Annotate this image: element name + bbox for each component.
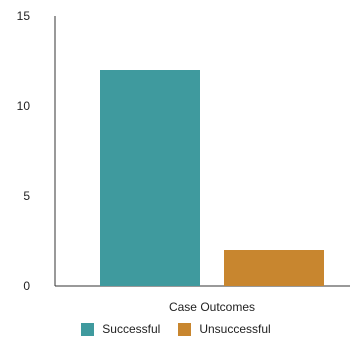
legend-label-unsuccessful: Unsuccessful: [199, 322, 270, 336]
y-tick-label: 5: [23, 189, 30, 203]
y-axis-ticks: 0 5 10 15: [17, 9, 31, 293]
legend-swatch-successful: [81, 323, 94, 336]
y-tick-label: 15: [17, 9, 31, 23]
legend-item-successful: Successful: [81, 322, 160, 336]
y-tick-label: 10: [17, 99, 31, 113]
bar-unsuccessful: [224, 250, 324, 286]
y-tick-label: 0: [23, 279, 30, 293]
bars-group: [100, 70, 324, 286]
x-axis-label: Case Outcomes: [169, 300, 255, 314]
legend-item-unsuccessful: Unsuccessful: [178, 322, 270, 336]
legend: Successful Unsuccessful: [0, 322, 352, 336]
legend-swatch-unsuccessful: [178, 323, 191, 336]
legend-label-successful: Successful: [102, 322, 160, 336]
bar-successful: [100, 70, 200, 286]
